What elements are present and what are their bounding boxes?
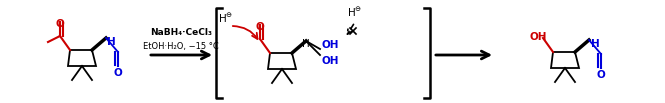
Text: H: H: [107, 37, 116, 47]
Text: OH: OH: [529, 32, 547, 42]
Text: NaBH₄·CeCl₃: NaBH₄·CeCl₃: [150, 28, 212, 36]
Text: O: O: [114, 68, 122, 78]
Text: O: O: [255, 22, 265, 32]
Text: EtOH·H₂O, −15 °C: EtOH·H₂O, −15 °C: [143, 42, 219, 50]
Text: H: H: [591, 39, 600, 49]
Text: O: O: [56, 19, 65, 29]
Text: H: H: [302, 39, 310, 49]
Text: O: O: [597, 70, 605, 80]
Text: H$^{\ominus}$: H$^{\ominus}$: [218, 11, 233, 25]
Text: OH: OH: [322, 40, 340, 50]
Text: H$^{\ominus}$: H$^{\ominus}$: [347, 5, 362, 19]
Text: OH: OH: [322, 56, 340, 66]
